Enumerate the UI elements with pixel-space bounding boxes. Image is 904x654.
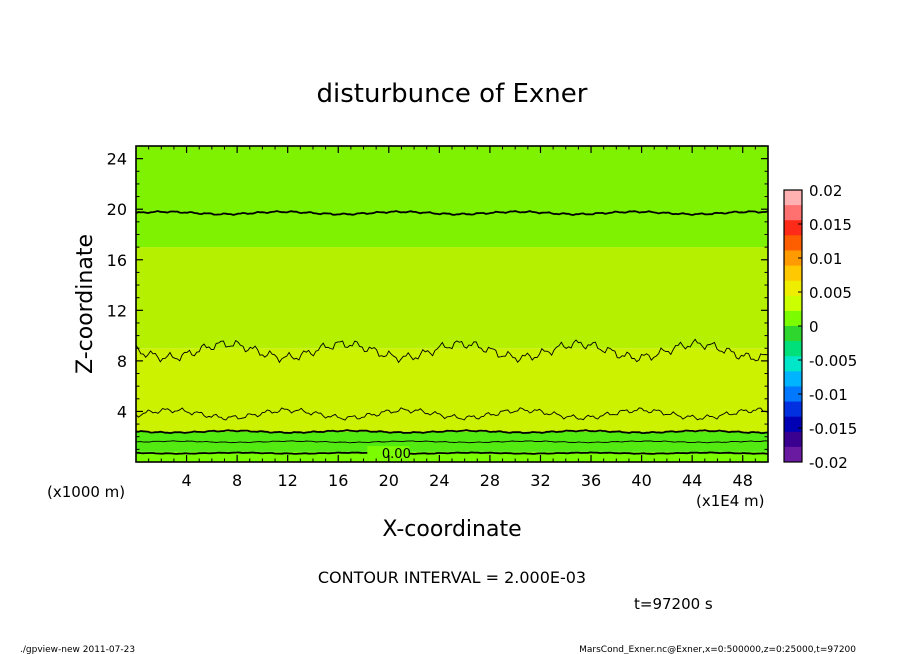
colorbar-segment bbox=[784, 356, 802, 372]
footer-right: MarsCond_Exner.nc@Exner,x=0:500000,z=0:2… bbox=[579, 645, 856, 654]
colorbar-segment bbox=[784, 341, 802, 357]
x-axis-label: X-coordinate bbox=[382, 517, 521, 542]
contour-line bbox=[135, 338, 769, 364]
colorbar-tick-label: -0.005 bbox=[809, 352, 857, 370]
colorbar-segment bbox=[784, 235, 802, 251]
colorbar-tick-label: -0.015 bbox=[809, 420, 857, 438]
contour-line bbox=[136, 451, 769, 455]
x-unit-label: (x1E4 m) bbox=[696, 492, 765, 510]
colorbar-segment bbox=[784, 220, 802, 236]
contour-lines: 0.00 bbox=[135, 210, 769, 462]
x-axis-ticks: 4 8 12 16 20 24 28 32 36 40 44 48 bbox=[148, 146, 756, 490]
x-tick-label: 12 bbox=[278, 471, 298, 490]
colorbar: 0.02 0.015 0.01 0.005 0 -0.005 -0.01 -0.015 -0.0… bbox=[783, 182, 857, 472]
colorbar-segment bbox=[784, 295, 802, 312]
chart-title: disturbunce of Exner bbox=[317, 79, 588, 109]
colorbar-segment bbox=[784, 401, 802, 418]
x-tick-label: 20 bbox=[379, 471, 399, 490]
contour-value-label: 0.00 bbox=[382, 447, 411, 462]
colorbar-segment bbox=[784, 416, 802, 433]
colorbar-segment bbox=[784, 386, 802, 403]
y-tick-label: 20 bbox=[107, 200, 127, 219]
contour-line bbox=[135, 407, 769, 421]
time-text: t=97200 s bbox=[634, 595, 713, 613]
x-tick-label: 28 bbox=[480, 471, 500, 490]
contour-band bbox=[136, 451, 768, 462]
contour-line bbox=[135, 440, 769, 444]
colorbar-tick-label: 0.005 bbox=[809, 284, 852, 302]
y-axis-ticks: 4 8 12 16 20 24 bbox=[107, 150, 768, 450]
y-tick-label: 4 bbox=[117, 402, 127, 421]
contour-interval-text: CONTOUR INTERVAL = 2.000E-03 bbox=[318, 568, 586, 587]
contour-label-bg bbox=[367, 446, 410, 461]
colorbar-tick-label: -0.02 bbox=[809, 454, 848, 472]
colorbar-segment bbox=[784, 265, 802, 282]
footer-left: ./gpview-new 2011-07-23 bbox=[20, 645, 135, 654]
x-tick-label: 32 bbox=[530, 471, 550, 490]
contour-line bbox=[136, 429, 769, 435]
colorbar-segment bbox=[784, 326, 802, 342]
x-tick-label: 40 bbox=[631, 471, 651, 490]
colorbar-segment bbox=[784, 190, 802, 206]
y-tick-label: 12 bbox=[107, 301, 127, 320]
colorbar-tick-label: 0.02 bbox=[809, 182, 842, 200]
colorbar-tick-label: 0.01 bbox=[809, 250, 842, 268]
colorbar-segment bbox=[784, 280, 802, 297]
plot-area bbox=[136, 146, 768, 462]
contour-line bbox=[135, 210, 769, 216]
x-tick-label: 36 bbox=[581, 471, 601, 490]
x-tick-label: 44 bbox=[682, 471, 702, 490]
x-tick-label: 24 bbox=[429, 471, 449, 490]
colorbar-tick-label: 0.015 bbox=[809, 216, 852, 234]
y-tick-label: 24 bbox=[107, 150, 127, 169]
colorbar-segment bbox=[784, 250, 802, 267]
y-axis-label: Z-coordinate bbox=[73, 234, 98, 374]
colorbar-segment bbox=[784, 446, 802, 463]
colorbar-segment bbox=[784, 205, 802, 221]
contour-band bbox=[136, 431, 768, 452]
x-tick-label: 48 bbox=[733, 471, 753, 490]
colorbar-tick-label: 0 bbox=[809, 318, 819, 336]
colorbar-segment bbox=[784, 371, 802, 387]
x-tick-label: 8 bbox=[232, 471, 242, 490]
contour-band bbox=[136, 146, 768, 248]
contour-band bbox=[136, 247, 768, 349]
x-tick-label: 16 bbox=[328, 471, 348, 490]
colorbar-segment bbox=[784, 310, 802, 327]
contour-band bbox=[136, 348, 768, 432]
colorbar-segment bbox=[784, 431, 802, 448]
y-tick-label: 8 bbox=[117, 352, 127, 371]
y-unit-label: (x1000 m) bbox=[47, 483, 125, 501]
x-tick-label: 4 bbox=[181, 471, 191, 490]
y-tick-label: 16 bbox=[107, 251, 127, 270]
colorbar-tick-label: -0.01 bbox=[809, 386, 848, 404]
